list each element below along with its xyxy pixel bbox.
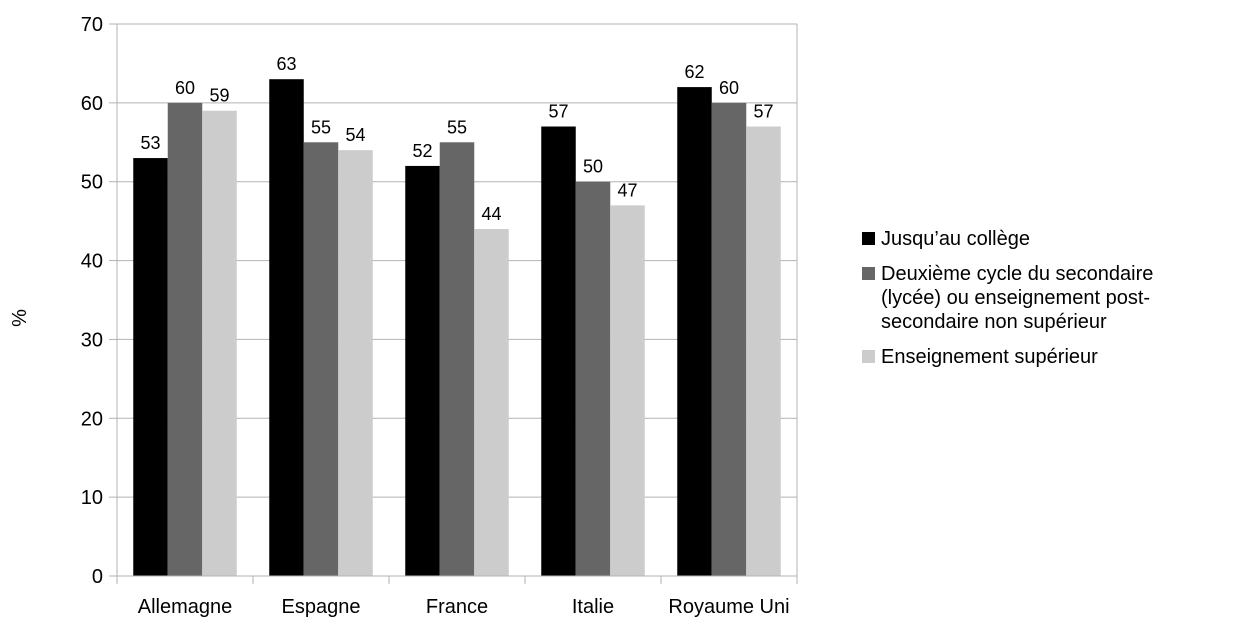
y-tick-label: 20	[81, 408, 103, 430]
data-label: 57	[753, 102, 773, 122]
y-tick-label: 70	[81, 14, 103, 36]
legend: Jusqu’au collège Deuxième cycle du second…	[862, 228, 1153, 368]
data-label: 53	[140, 133, 160, 153]
bar	[746, 126, 781, 576]
x-tick-label: Espagne	[282, 596, 361, 618]
legend-swatch	[862, 350, 875, 363]
y-tick-label: 10	[81, 487, 103, 509]
legend-entry: Enseignement supérieur	[881, 346, 1098, 368]
y-tick-label: 40	[81, 251, 103, 273]
data-label: 52	[412, 141, 432, 161]
bar	[474, 229, 509, 576]
bar	[541, 126, 576, 576]
bar	[405, 165, 440, 576]
bar	[677, 87, 712, 576]
x-tick-label: Italie	[572, 596, 614, 618]
y-tick-label: 50	[81, 172, 103, 194]
data-label: 44	[481, 204, 501, 224]
legend-swatch	[862, 232, 875, 245]
x-axis-ticks: Allemagne Espagne France Italie Royaume Uni	[116, 576, 798, 618]
y-tick-label: 30	[81, 329, 103, 351]
data-label: 62	[684, 62, 704, 82]
legend-entry: Jusqu’au collège	[881, 228, 1030, 250]
axes	[116, 24, 798, 577]
x-tick-label: Royaume Uni	[668, 596, 789, 618]
x-tick-label: Allemagne	[138, 596, 233, 618]
data-label: 60	[175, 78, 195, 98]
bar	[711, 102, 747, 576]
bar	[167, 102, 203, 576]
data-label: 57	[548, 102, 568, 122]
y-tick-label: 0	[92, 566, 103, 588]
data-label: 55	[311, 117, 331, 137]
data-label: 54	[345, 125, 365, 145]
bar	[439, 142, 475, 577]
data-label: 50	[583, 157, 603, 177]
bar	[303, 142, 339, 577]
bar	[610, 205, 645, 576]
data-label: 55	[447, 117, 467, 137]
y-axis-title: %	[9, 309, 31, 327]
data-labels: 53 60 59 63 55 54 52 55 44 57 50 47 62 60 57	[140, 54, 773, 224]
legend-entry: Deuxième cycle du secondaire (lycée) ou e…	[881, 263, 1153, 333]
legend-swatch	[862, 267, 875, 280]
data-label: 63	[276, 54, 296, 74]
bar	[338, 150, 373, 576]
bar	[575, 181, 611, 576]
x-tick-label: France	[426, 596, 488, 618]
y-tick-label: 60	[81, 93, 103, 115]
bar	[269, 79, 304, 576]
data-label: 59	[209, 86, 229, 106]
data-label: 47	[617, 180, 637, 200]
bar	[202, 110, 237, 576]
bar	[133, 158, 168, 577]
data-label: 60	[719, 78, 739, 98]
y-axis-ticks: 0 10 20 30 40 50 60 70	[81, 14, 117, 588]
bars	[133, 79, 781, 577]
